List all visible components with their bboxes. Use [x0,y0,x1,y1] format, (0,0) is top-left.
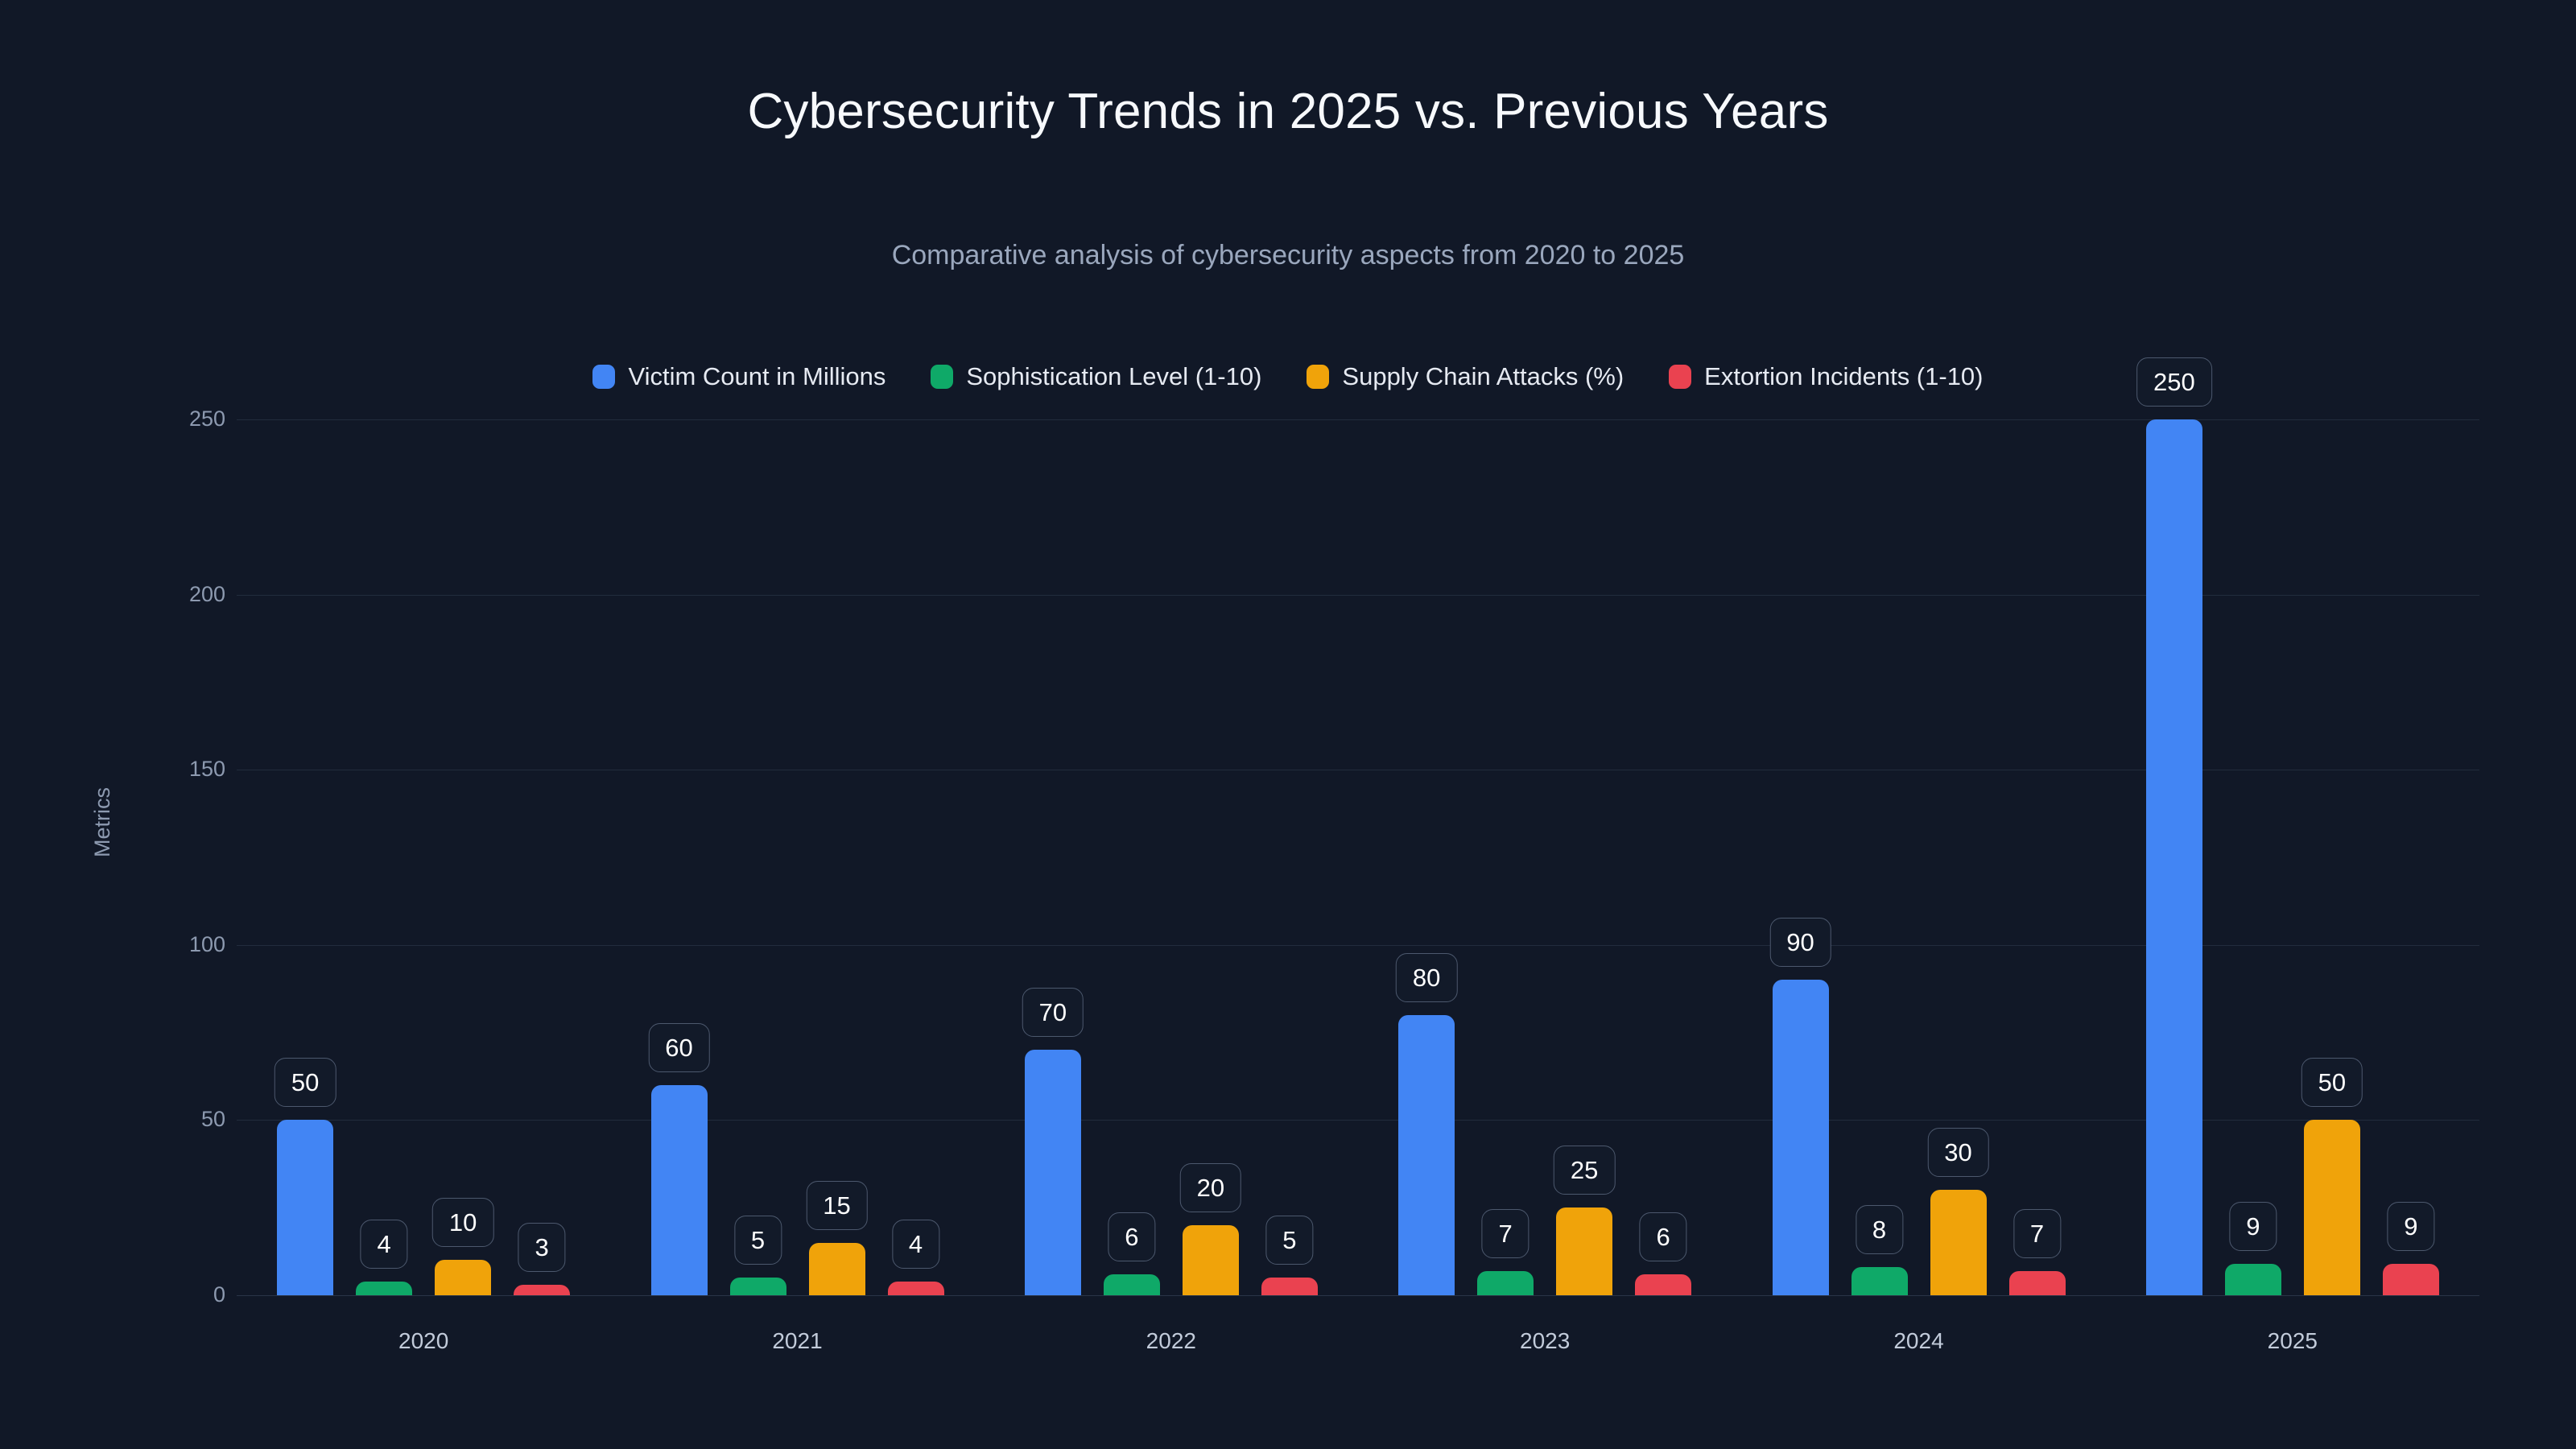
gridline [237,1120,2479,1121]
bar[interactable] [1930,1190,1987,1295]
x-axis-tick-label: 2023 [1520,1328,1571,1353]
bar-value-label: 70 [1022,988,1084,1038]
y-axis-tick-label: 200 [188,581,225,606]
bar-value-label: 5 [733,1216,782,1265]
bar-value-label: 3 [518,1222,566,1272]
legend-swatch-icon [1669,364,1692,389]
chart-legend: Victim Count in Millions Sophistication L… [0,364,2576,389]
bar-value-label: 8 [1855,1205,1904,1255]
y-axis-tick-label: 50 [200,1107,225,1132]
x-axis-tick-label: 2024 [1893,1328,1944,1353]
bar[interactable] [1556,1208,1613,1295]
gridline [237,1295,2479,1296]
y-axis-title: Metrics [90,787,114,857]
bar[interactable] [1261,1278,1318,1295]
bar[interactable] [887,1281,944,1295]
bar[interactable] [1024,1050,1081,1295]
x-axis-tick-label: 2020 [398,1328,449,1353]
legend-item[interactable]: Victim Count in Millions [592,364,886,389]
legend-swatch-icon [931,364,954,389]
bar[interactable] [2145,419,2202,1295]
bar-value-label: 9 [2229,1201,2277,1251]
bar-value-label: 15 [806,1180,868,1230]
bar[interactable] [1398,1014,1455,1295]
chart-title: Cybersecurity Trends in 2025 vs. Previou… [747,84,1829,139]
bar-value-label: 7 [1481,1208,1530,1258]
bar[interactable] [1103,1274,1160,1295]
gridline [237,594,2479,596]
y-axis-tick-label: 0 [213,1282,225,1307]
legend-swatch-icon [1307,364,1330,389]
bar-value-label: 6 [1639,1212,1687,1261]
bar-value-label: 5 [1265,1216,1314,1265]
bar[interactable] [1477,1270,1534,1295]
bar-value-label: 30 [1927,1128,1989,1178]
bar-value-label: 20 [1179,1162,1242,1212]
gridline [237,944,2479,946]
y-axis-tick-label: 250 [188,407,225,431]
bar-value-label: 50 [274,1058,336,1108]
bar-value-label: 6 [1108,1212,1156,1261]
bar[interactable] [729,1278,786,1295]
bar[interactable] [1851,1267,1908,1295]
bar[interactable] [277,1120,334,1295]
legend-item[interactable]: Supply Chain Attacks (%) [1307,364,1624,389]
legend-item-label: Supply Chain Attacks (%) [1342,362,1624,390]
legend-item-label: Victim Count in Millions [628,362,886,390]
bar[interactable] [514,1284,571,1295]
bar[interactable] [1635,1274,1692,1295]
legend-item[interactable]: Sophistication Level (1-10) [931,364,1261,389]
bar-value-label: 60 [648,1022,710,1072]
bar-value-label: 10 [431,1198,494,1248]
bar-value-label: 9 [2387,1201,2435,1251]
bar-value-label: 4 [891,1219,940,1269]
legend-swatch-icon [592,364,616,389]
bar-value-label: 90 [1769,918,1831,968]
x-axis-tick-label: 2021 [772,1328,823,1353]
gridline [237,419,2479,420]
bar[interactable] [1772,980,1829,1295]
plot-area: 50 4 10 3 60 5 15 4 70 6 20 5 80 7 25 6 90 8 30 7 250 9 50 9 [237,357,2479,1296]
bar[interactable] [808,1242,865,1295]
bar[interactable] [2224,1263,2281,1295]
y-axis-tick-label: 150 [188,757,225,782]
bar[interactable] [650,1084,708,1295]
bar-value-label: 25 [1553,1146,1616,1195]
bar[interactable] [2303,1120,2360,1295]
bar-value-label: 80 [1395,952,1458,1002]
bar[interactable] [435,1260,492,1295]
x-axis-tick-label: 2022 [1146,1328,1196,1353]
bar[interactable] [2382,1263,2439,1295]
y-axis-tick-label: 100 [188,931,225,956]
bar[interactable] [2008,1270,2066,1295]
bar[interactable] [356,1281,413,1295]
x-axis-tick-label: 2025 [2267,1328,2318,1353]
legend-item-label: Extortion Incidents (1-10) [1704,362,1984,390]
legend-item-label: Sophistication Level (1-10) [966,362,1262,390]
bar-value-label: 7 [2013,1208,2062,1258]
bar-value-label: 4 [360,1219,408,1269]
legend-item[interactable]: Extortion Incidents (1-10) [1669,362,1984,390]
bar-value-label: 50 [2301,1058,2363,1108]
bar[interactable] [1182,1224,1239,1295]
chart-subtitle: Comparative analysis of cybersecurity as… [891,240,1685,270]
